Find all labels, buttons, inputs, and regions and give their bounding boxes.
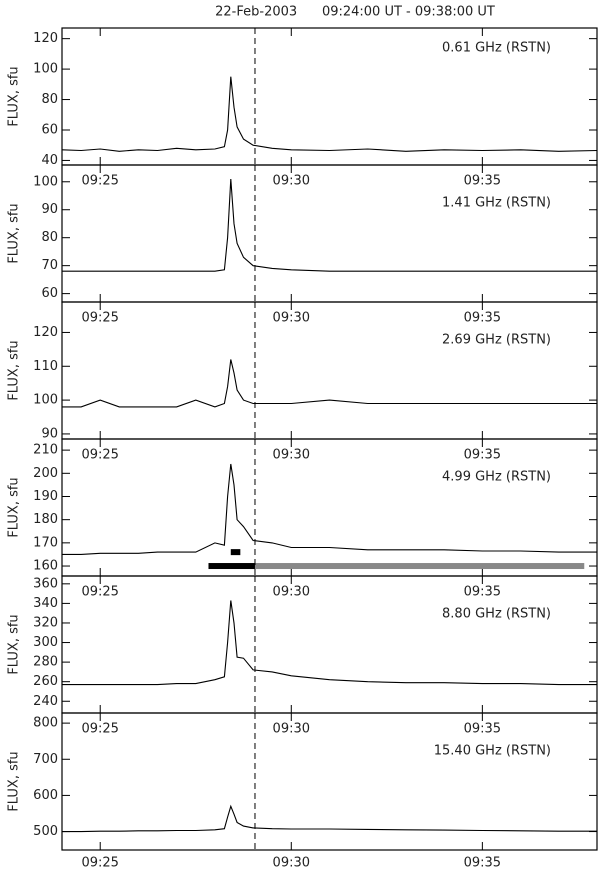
x-tick-label: 09:30 [273,174,310,189]
y-tick-label: 320 [33,615,58,630]
band-label: 15.40 GHz (RSTN) [434,744,551,759]
y-tick-label: 100 [33,174,58,189]
figure-title: 22-Feb-2003 09:24:00 UT - 09:38:00 UT [215,5,495,20]
panel-frame [61,575,598,714]
interval-bar [208,563,255,570]
band-label: 2.69 GHz (RSTN) [442,333,551,348]
y-tick-label: 80 [41,92,58,107]
y-tick-label: 280 [33,655,58,670]
panel-frame [61,301,598,440]
x-tick-label: 09:30 [273,856,310,871]
y-tick-label: 200 [33,466,58,481]
y-tick-label: 500 [33,824,58,839]
panel-frame [61,712,598,851]
y-tick-label: 180 [33,512,58,527]
band-label: 8.80 GHz (RSTN) [442,607,551,622]
x-tick-label: 09:25 [81,448,118,463]
x-tick-label: 09:25 [81,311,118,326]
y-tick-label: 240 [33,694,58,709]
x-tick-label: 09:35 [464,174,501,189]
interval-bar [230,549,241,556]
y-tick-label: 120 [33,31,58,46]
y-tick-label: 700 [33,752,58,767]
panel-frame [61,438,598,577]
y-axis-label: FLUX, sfu [7,340,22,400]
y-tick-label: 300 [33,635,58,650]
y-axis-label: FLUX, sfu [7,203,22,263]
flux-line [62,804,597,833]
y-axis-label: FLUX, sfu [7,614,22,674]
flux-line [61,76,598,152]
y-tick-label: 260 [33,674,58,689]
y-tick-label: 600 [33,788,58,803]
x-tick-label: 09:25 [81,585,118,600]
y-tick-label: 800 [33,716,58,731]
x-tick-label: 09:25 [81,856,118,871]
y-tick-label: 170 [33,535,58,550]
x-tick-label: 09:30 [273,722,310,737]
flux-line [62,600,597,686]
flux-line [62,463,597,555]
interval-bar [254,563,585,570]
x-tick-label: 09:35 [464,585,501,600]
y-tick-label: 160 [33,559,58,574]
y-tick-label: 190 [33,489,58,504]
x-tick-label: 09:25 [81,174,118,189]
panel-frame [61,164,598,303]
x-tick-label: 09:30 [273,585,310,600]
x-tick-label: 09:35 [464,448,501,463]
x-tick-label: 09:30 [273,448,310,463]
band-label: 1.41 GHz (RSTN) [442,196,551,211]
y-tick-label: 80 [41,230,58,245]
x-tick-label: 09:35 [464,722,501,737]
band-label: 0.61 GHz (RSTN) [442,41,551,56]
band-label: 4.99 GHz (RSTN) [442,470,551,485]
y-axis-label: FLUX, sfu [7,66,22,126]
y-tick-label: 110 [33,359,58,374]
x-tick-label: 09:35 [464,311,501,326]
x-tick-label: 09:35 [464,856,501,871]
y-tick-label: 360 [33,576,58,591]
y-tick-label: 210 [33,443,58,458]
y-axis-label: FLUX, sfu [7,477,22,537]
y-tick-label: 340 [33,596,58,611]
flux-line [62,178,597,272]
y-axis-label: FLUX, sfu [7,751,22,811]
x-tick-label: 09:30 [273,311,310,326]
y-tick-label: 90 [41,426,58,441]
y-tick-label: 60 [41,122,58,137]
y-tick-label: 40 [41,153,58,168]
y-tick-label: 90 [41,202,58,217]
y-tick-label: 60 [41,286,58,301]
y-tick-label: 70 [41,258,58,273]
x-tick-label: 09:25 [81,722,118,737]
y-tick-label: 100 [33,62,58,77]
y-tick-label: 120 [33,325,58,340]
y-tick-label: 100 [33,393,58,408]
flux-line [62,359,597,408]
